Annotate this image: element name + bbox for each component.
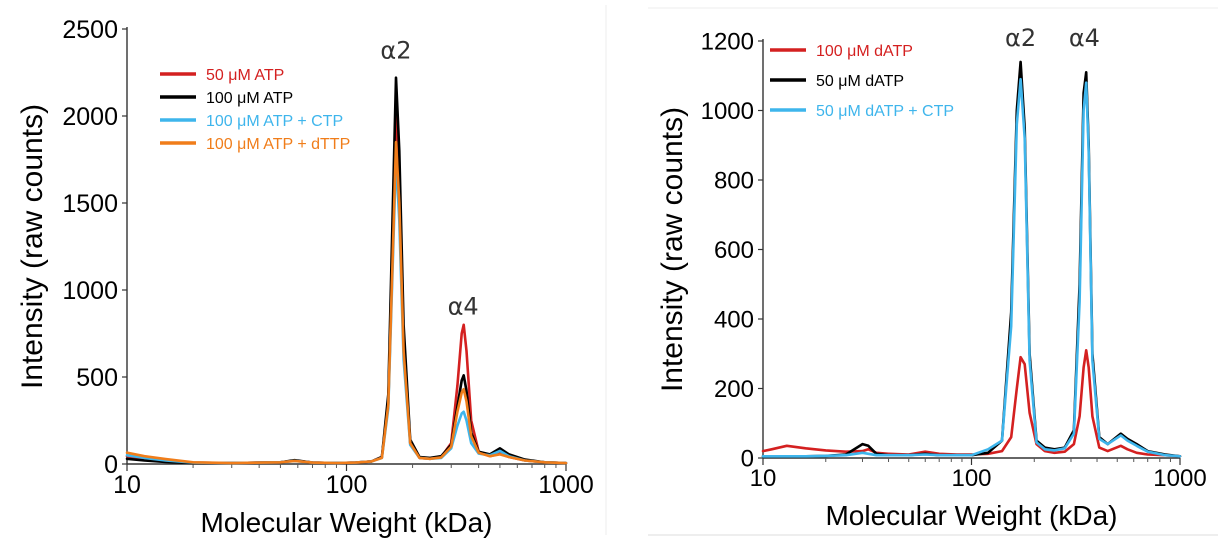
legend-label: 50 μM ATP	[206, 67, 284, 84]
y-tick-label: 600	[714, 237, 754, 264]
y-axis-title: Intensity (raw counts)	[656, 107, 689, 392]
y-tick-label: 2500	[62, 16, 118, 44]
x-tick-label: 1000	[1153, 465, 1206, 492]
legend-label: 100 μM ATP + dTTP	[206, 136, 350, 153]
series-line-50-um-datp-ctp	[761, 77, 1182, 458]
right-chart: 0 200 400 600 800 1000 1200 10 100 1000 Intensity …	[656, 24, 1207, 531]
legend: 100 μM dATP 50 μM dATP 50 μM dATP + CTP	[770, 43, 954, 120]
legend-label: 100 μM ATP + CTP	[206, 113, 343, 130]
y-tick-label: 1200	[701, 29, 754, 56]
peak-label: α4	[448, 292, 479, 320]
series-line-100-um-atp-dttp	[125, 140, 568, 465]
legend-label: 100 μM dATP	[816, 43, 913, 60]
y-tick-label: 400	[714, 307, 754, 334]
series-line-100-um-datp	[761, 348, 1182, 458]
y-axis-title: Intensity (raw counts)	[16, 104, 49, 389]
x-axis-title: Molecular Weight (kDa)	[200, 507, 492, 538]
x-tick-label: 10	[113, 471, 141, 499]
peak-label: α2	[380, 37, 411, 65]
x-tick-label: 100	[951, 465, 991, 492]
left-chart: 0 500 1000 1500 2000 2500 10 100 1000 Intensity (…	[16, 16, 594, 538]
y-tick-label: 1000	[62, 277, 118, 305]
x-tick-label: 1000	[538, 471, 594, 499]
y-tick-label: 800	[714, 168, 754, 195]
peak-label: α2	[1005, 24, 1036, 52]
x-axis-title: Molecular Weight (kDa)	[825, 500, 1117, 531]
y-tick-label: 1000	[701, 98, 754, 125]
y-tick-label: 1500	[62, 190, 118, 218]
legend-label: 50 μM dATP + CTP	[816, 103, 954, 120]
legend-label: 50 μM dATP	[816, 73, 904, 90]
y-tick-label: 0	[104, 451, 118, 479]
y-tick-label: 0	[741, 446, 754, 473]
peak-label: α4	[1069, 24, 1100, 52]
x-tick-label: 100	[326, 471, 368, 499]
legend: 50 μM ATP 100 μM ATP 100 μM ATP + CTP 100 μ…	[160, 67, 350, 153]
y-tick-label: 2000	[62, 103, 118, 131]
y-tick-label: 200	[714, 376, 754, 403]
y-tick-label: 500	[76, 364, 118, 392]
x-tick-label: 10	[750, 465, 777, 492]
legend-label: 100 μM ATP	[206, 90, 293, 107]
